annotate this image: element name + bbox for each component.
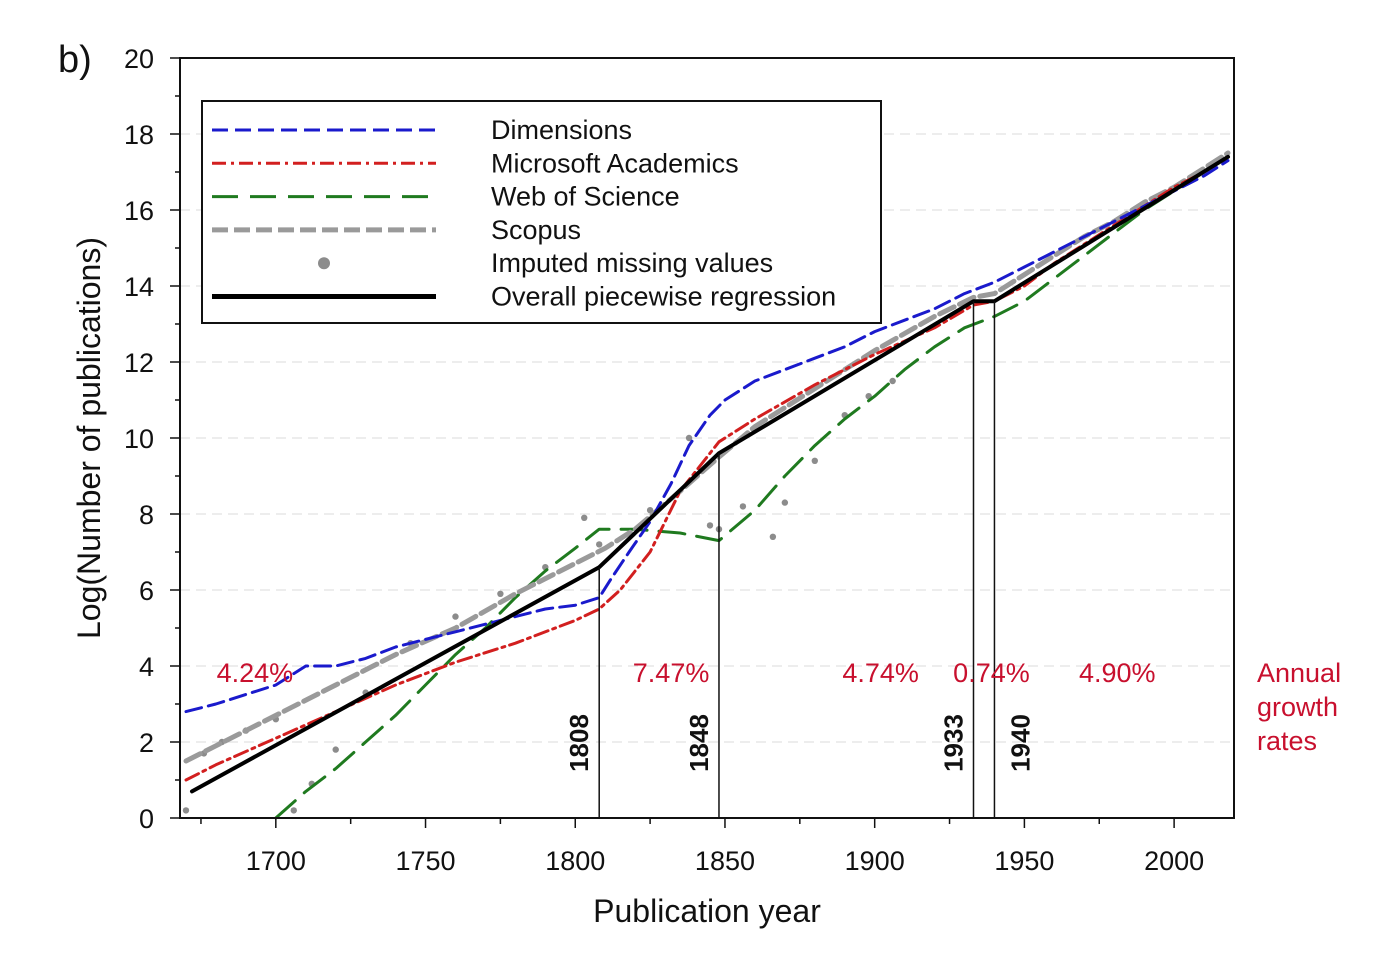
y-tick-label-18: 18: [124, 120, 154, 150]
growth-rates-caption-line: rates: [1257, 726, 1317, 756]
growth-rate-label: 4.90%: [1079, 658, 1156, 688]
imputed-missing-values-point: [646, 507, 654, 514]
y-axis: 0 2 4 6 8 10 12 14 16 18 20: [124, 44, 180, 834]
series-layer: [182, 150, 1231, 820]
growth-rate-label: 7.47%: [633, 658, 710, 688]
x-axis-title: Publication year: [593, 893, 821, 929]
growth-rate-label: 4.24%: [217, 658, 294, 688]
imputed-missing-values-point: [889, 377, 896, 385]
y-tick-label-12: 12: [124, 348, 154, 378]
y-tick-label-4: 4: [139, 652, 154, 682]
imputed-missing-values-point: [769, 533, 777, 540]
imputed-missing-values-point: [332, 746, 339, 753]
y-axis-title: Log(Number of publications): [71, 237, 107, 639]
imputed-missing-values-point: [685, 434, 693, 442]
x-tick-label-2000: 2000: [1144, 846, 1204, 876]
imputed-missing-values-point: [811, 457, 818, 464]
x-tick-label-1950: 1950: [994, 846, 1054, 876]
growth-rate-label: 0.74%: [953, 658, 1030, 688]
web-of-science-legend-label: Web of Science: [491, 182, 680, 212]
x-tick-label-1800: 1800: [545, 846, 605, 876]
growth-rates-caption-line: Annual: [1257, 658, 1341, 688]
imputed-missing-values-point: [596, 541, 603, 548]
x-axis: 1700 1750 1800 1850 1900 1950 2000: [200, 818, 1204, 876]
growth-rates-caption: Annual growth rates: [1257, 658, 1341, 756]
breakpoint-lines: 1808 1848 1933 1940: [564, 301, 1036, 818]
imputed-missing-values-points: [182, 377, 896, 814]
growth-rates-caption-line: growth: [1257, 692, 1338, 722]
x-tick-label-1700: 1700: [246, 846, 306, 876]
legend-box: [201, 100, 882, 324]
scopus-legend-label: Scopus: [491, 215, 581, 245]
overall-piecewise-regression-line: [190, 154, 1230, 794]
imputed-missing-values-point: [497, 590, 504, 597]
x-tick-label-1850: 1850: [695, 846, 755, 876]
microsoft-academics-line: [184, 155, 1230, 782]
x-tick-label-1900: 1900: [845, 846, 905, 876]
microsoft-academics-legend-label: Microsoft Academics: [491, 148, 739, 178]
y-tick-label-16: 16: [124, 196, 154, 226]
x-tick-label-1750: 1750: [395, 846, 455, 876]
dimensions-line: [184, 159, 1230, 714]
imputed-missing-values-point: [290, 807, 297, 814]
breakpoint-label-1933: 1933: [939, 714, 969, 772]
overall-piecewise-regression-legend-label: Overall piecewise regression: [491, 282, 836, 312]
y-tick-label-6: 6: [139, 576, 154, 606]
breakpoint-label-1808: 1808: [564, 714, 594, 772]
imputed-missing-values-point: [706, 522, 714, 529]
imputed-missing-values-point: [182, 807, 190, 814]
y-tick-label-14: 14: [124, 272, 154, 302]
breakpoint-label-1848: 1848: [684, 714, 714, 772]
y-tick-label-20: 20: [124, 44, 154, 74]
imputed-missing-values-legend-marker: [318, 257, 330, 270]
web-of-science-line: [274, 155, 1230, 820]
y-tick-label-8: 8: [139, 500, 154, 530]
imputed-missing-values-point: [781, 499, 789, 506]
imputed-missing-values-legend-label: Imputed missing values: [491, 248, 773, 278]
y-tick-label-10: 10: [124, 424, 154, 454]
imputed-missing-values-point: [452, 613, 459, 620]
panel-label: b): [58, 39, 92, 81]
y-tick-label-2: 2: [139, 728, 154, 758]
imputed-missing-values-point: [581, 514, 588, 521]
growth-rate-labels: 4.24% 7.47% 4.74% 0.74% 4.90%: [217, 658, 1156, 688]
growth-rate-label: 4.74%: [842, 658, 919, 688]
imputed-missing-values-point: [739, 503, 747, 510]
y-tick-label-0: 0: [139, 804, 154, 834]
breakpoint-label-1940: 1940: [1006, 714, 1036, 772]
dimensions-legend-label: Dimensions: [491, 115, 632, 145]
